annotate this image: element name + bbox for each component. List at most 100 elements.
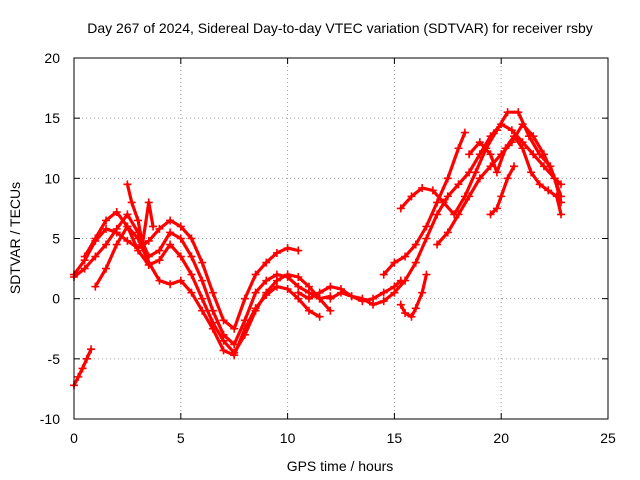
series-arc-c: [80, 208, 335, 357]
data-point: [208, 288, 217, 297]
data-point: [230, 351, 239, 360]
data-point: [272, 248, 281, 257]
data-point: [535, 180, 544, 189]
data-point: [112, 240, 121, 249]
y-tick-label: 0: [52, 291, 60, 307]
data-point: [407, 312, 416, 321]
series-arc-d: [91, 222, 324, 360]
data-point: [262, 258, 271, 267]
data-point: [518, 120, 527, 129]
data-point: [557, 210, 566, 219]
data-point: [80, 252, 89, 261]
data-point: [407, 192, 416, 201]
data-point: [503, 174, 512, 183]
data-point: [240, 294, 249, 303]
data-point: [102, 264, 111, 273]
data-point: [219, 316, 228, 325]
data-point: [503, 108, 512, 117]
data-point: [134, 216, 143, 225]
series-line: [399, 110, 563, 216]
data-point: [304, 282, 313, 291]
series-line: [328, 122, 563, 307]
data-point: [144, 236, 153, 245]
data-point: [326, 294, 335, 303]
data-point: [492, 168, 501, 177]
data-point: [390, 258, 399, 267]
data-point: [78, 364, 87, 373]
data-point: [439, 198, 448, 207]
data-point: [74, 372, 83, 381]
data-point: [411, 240, 420, 249]
y-tick-label: 5: [52, 231, 60, 247]
y-tick-label: -10: [40, 411, 60, 427]
data-point: [475, 138, 484, 147]
data-point: [514, 108, 523, 117]
data-point: [112, 208, 121, 217]
x-tick-label: 10: [280, 430, 296, 446]
data-point: [443, 192, 452, 201]
data-point: [283, 270, 292, 279]
data-point: [492, 126, 501, 135]
data-point: [428, 186, 437, 195]
data-point: [187, 234, 196, 243]
data-point: [149, 222, 158, 231]
data-point: [411, 258, 420, 267]
data-point: [369, 300, 378, 309]
data-point: [166, 228, 175, 237]
series-line: [467, 134, 563, 216]
x-tick-label: 0: [70, 430, 78, 446]
data-point: [87, 345, 96, 354]
data-point: [454, 180, 463, 189]
y-tick-label: 15: [44, 110, 60, 126]
data-point: [379, 270, 388, 279]
data-point: [326, 282, 335, 291]
data-point: [497, 192, 506, 201]
data-point: [187, 288, 196, 297]
series-arc-h: [379, 128, 469, 279]
data-point: [433, 240, 442, 249]
data-point: [510, 132, 519, 141]
data-point: [134, 246, 143, 255]
data-point: [460, 128, 469, 137]
data-point: [475, 174, 484, 183]
data-point: [166, 216, 175, 225]
series-line: [382, 131, 467, 277]
data-point: [251, 270, 260, 279]
chart-title: Day 267 of 2024, Sidereal Day-to-day VTE…: [87, 20, 593, 36]
data-point: [102, 224, 111, 233]
data-point: [102, 216, 111, 225]
data-point: [219, 336, 228, 345]
data-point: [123, 222, 132, 231]
data-point: [176, 222, 185, 231]
data-point: [527, 168, 536, 177]
data-point: [396, 204, 405, 213]
data-point: [337, 288, 345, 297]
data-point: [155, 224, 164, 233]
data-point: [465, 150, 474, 159]
data-point: [304, 294, 313, 303]
data-point: [465, 192, 474, 201]
series-arc-j: [396, 270, 431, 321]
data-point: [112, 224, 121, 233]
data-point: [418, 183, 427, 192]
data-point: [230, 324, 239, 333]
data-point: [552, 192, 561, 201]
series-line: [72, 218, 300, 331]
tick-layer: 0 5 10 15 20 25 -10 -5 0 5 10 15 20: [40, 50, 616, 446]
series-arc-g: [326, 120, 566, 309]
data-point: [176, 234, 185, 243]
y-tick-label: 20: [44, 50, 60, 66]
data-point: [401, 276, 410, 285]
data-point: [396, 300, 405, 309]
data-point: [422, 234, 431, 243]
data-point: [155, 246, 164, 255]
data-point: [411, 304, 420, 313]
data-point: [401, 252, 410, 261]
data-point: [283, 285, 292, 294]
grid-layer: [74, 58, 608, 419]
data-point: [379, 297, 388, 306]
data-point: [347, 292, 356, 301]
y-axis-label: SDTVAR / TECUs: [7, 182, 23, 294]
data-point: [198, 276, 207, 285]
data-point: [492, 204, 501, 213]
